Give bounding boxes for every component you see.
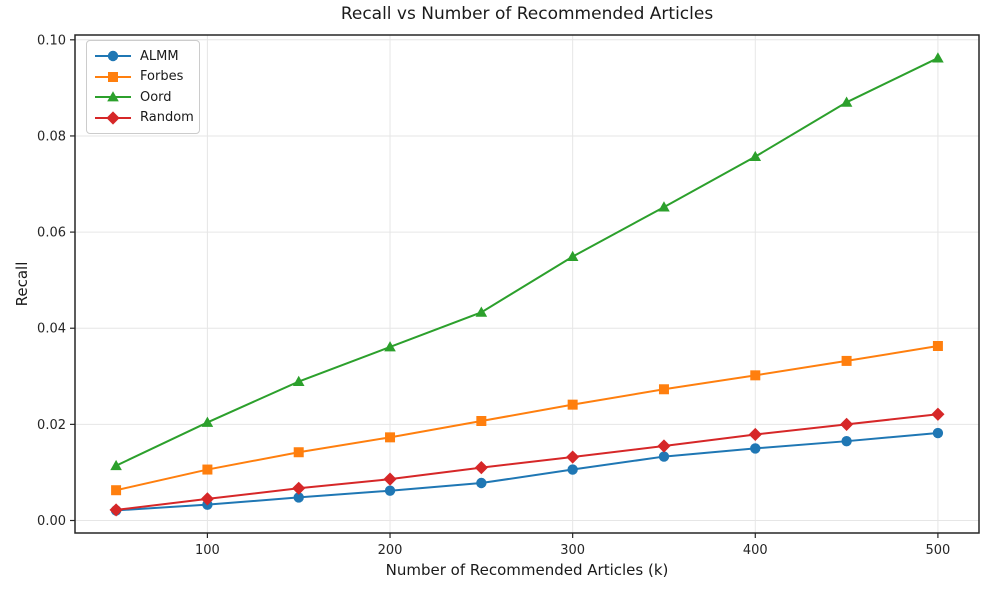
forbes-line-marker-icon bbox=[95, 71, 131, 82]
data-point-almm bbox=[932, 427, 944, 439]
legend: ALMM Forbes Oord Random bbox=[86, 40, 200, 134]
data-point-oord bbox=[840, 96, 853, 107]
y-tick-label: 0.04 bbox=[37, 322, 66, 337]
data-point-almm bbox=[384, 485, 396, 496]
data-point-forbes bbox=[202, 464, 213, 475]
data-point-oord bbox=[749, 150, 762, 162]
x-tick-label: 200 bbox=[378, 543, 403, 558]
legend-item-almm: ALMM bbox=[94, 46, 193, 67]
oord-line-marker-icon bbox=[95, 91, 131, 102]
data-point-random bbox=[474, 461, 488, 475]
y-axis-label: Recall bbox=[13, 261, 31, 307]
y-tick-label: 0.02 bbox=[37, 418, 66, 433]
y-tick-label: 0.06 bbox=[37, 226, 66, 241]
legend-label-oord: Oord bbox=[140, 89, 172, 105]
x-tick-label: 400 bbox=[743, 543, 768, 558]
x-tick-label: 500 bbox=[925, 543, 950, 558]
x-axis-label: Number of Recommended Articles (k) bbox=[385, 561, 669, 579]
data-point-forbes bbox=[293, 447, 304, 458]
data-point-almm bbox=[750, 443, 761, 454]
legend-item-random: Random bbox=[94, 108, 194, 129]
data-point-forbes bbox=[385, 432, 396, 443]
x-tick-label: 100 bbox=[195, 543, 220, 558]
legend-sample-marker bbox=[107, 91, 119, 102]
data-point-oord bbox=[201, 416, 214, 427]
data-point-random bbox=[109, 503, 123, 517]
data-point-forbes bbox=[750, 370, 761, 381]
data-point-oord bbox=[658, 201, 670, 212]
legend-sample-marker bbox=[106, 111, 120, 125]
random-line-marker-icon bbox=[95, 111, 131, 125]
data-point-random bbox=[748, 427, 762, 442]
series-line-almm bbox=[116, 432, 938, 512]
chart-title: Recall vs Number of Recommended Articles bbox=[340, 4, 714, 24]
series-line-oord bbox=[115, 57, 939, 467]
legend-label-almm: ALMM bbox=[140, 48, 179, 64]
data-point-forbes bbox=[932, 341, 943, 352]
series-line-forbes bbox=[115, 345, 939, 492]
legend-sample-marker bbox=[107, 51, 119, 62]
data-point-random bbox=[292, 481, 306, 495]
data-point-almm bbox=[658, 451, 670, 462]
data-point-oord bbox=[292, 375, 305, 386]
legend-label-forbes: Forbes bbox=[140, 69, 184, 85]
data-point-oord bbox=[566, 250, 579, 262]
y-tick-label: 0.00 bbox=[37, 514, 66, 529]
data-point-random bbox=[931, 407, 945, 421]
data-point-almm bbox=[293, 492, 304, 503]
data-point-oord bbox=[384, 341, 396, 352]
data-point-random bbox=[566, 450, 580, 464]
y-tick-label: 0.10 bbox=[37, 33, 66, 48]
data-point-random bbox=[383, 472, 397, 486]
almm-line-marker-icon bbox=[95, 51, 131, 62]
x-tick-label: 300 bbox=[560, 543, 585, 558]
data-point-almm bbox=[841, 435, 852, 447]
series-line-random bbox=[115, 413, 939, 511]
data-point-forbes bbox=[476, 415, 487, 426]
data-point-almm bbox=[567, 464, 578, 475]
data-point-random bbox=[657, 439, 671, 453]
data-point-random bbox=[200, 492, 215, 506]
legend-item-oord: Oord bbox=[94, 87, 193, 108]
data-point-oord bbox=[932, 52, 944, 63]
data-point-forbes bbox=[658, 384, 669, 395]
data-point-oord bbox=[475, 306, 488, 317]
legend-item-forbes: Forbes bbox=[94, 67, 193, 88]
legend-sample-marker bbox=[108, 71, 118, 82]
data-point-forbes bbox=[841, 355, 852, 366]
plot-border bbox=[74, 34, 980, 534]
data-point-random bbox=[839, 417, 854, 431]
legend-label-random: Random bbox=[140, 110, 194, 126]
y-tick-label: 0.08 bbox=[37, 129, 66, 144]
data-point-forbes bbox=[111, 485, 122, 496]
data-point-forbes bbox=[567, 399, 578, 410]
data-point-almm bbox=[476, 477, 487, 489]
data-point-oord bbox=[110, 459, 122, 471]
